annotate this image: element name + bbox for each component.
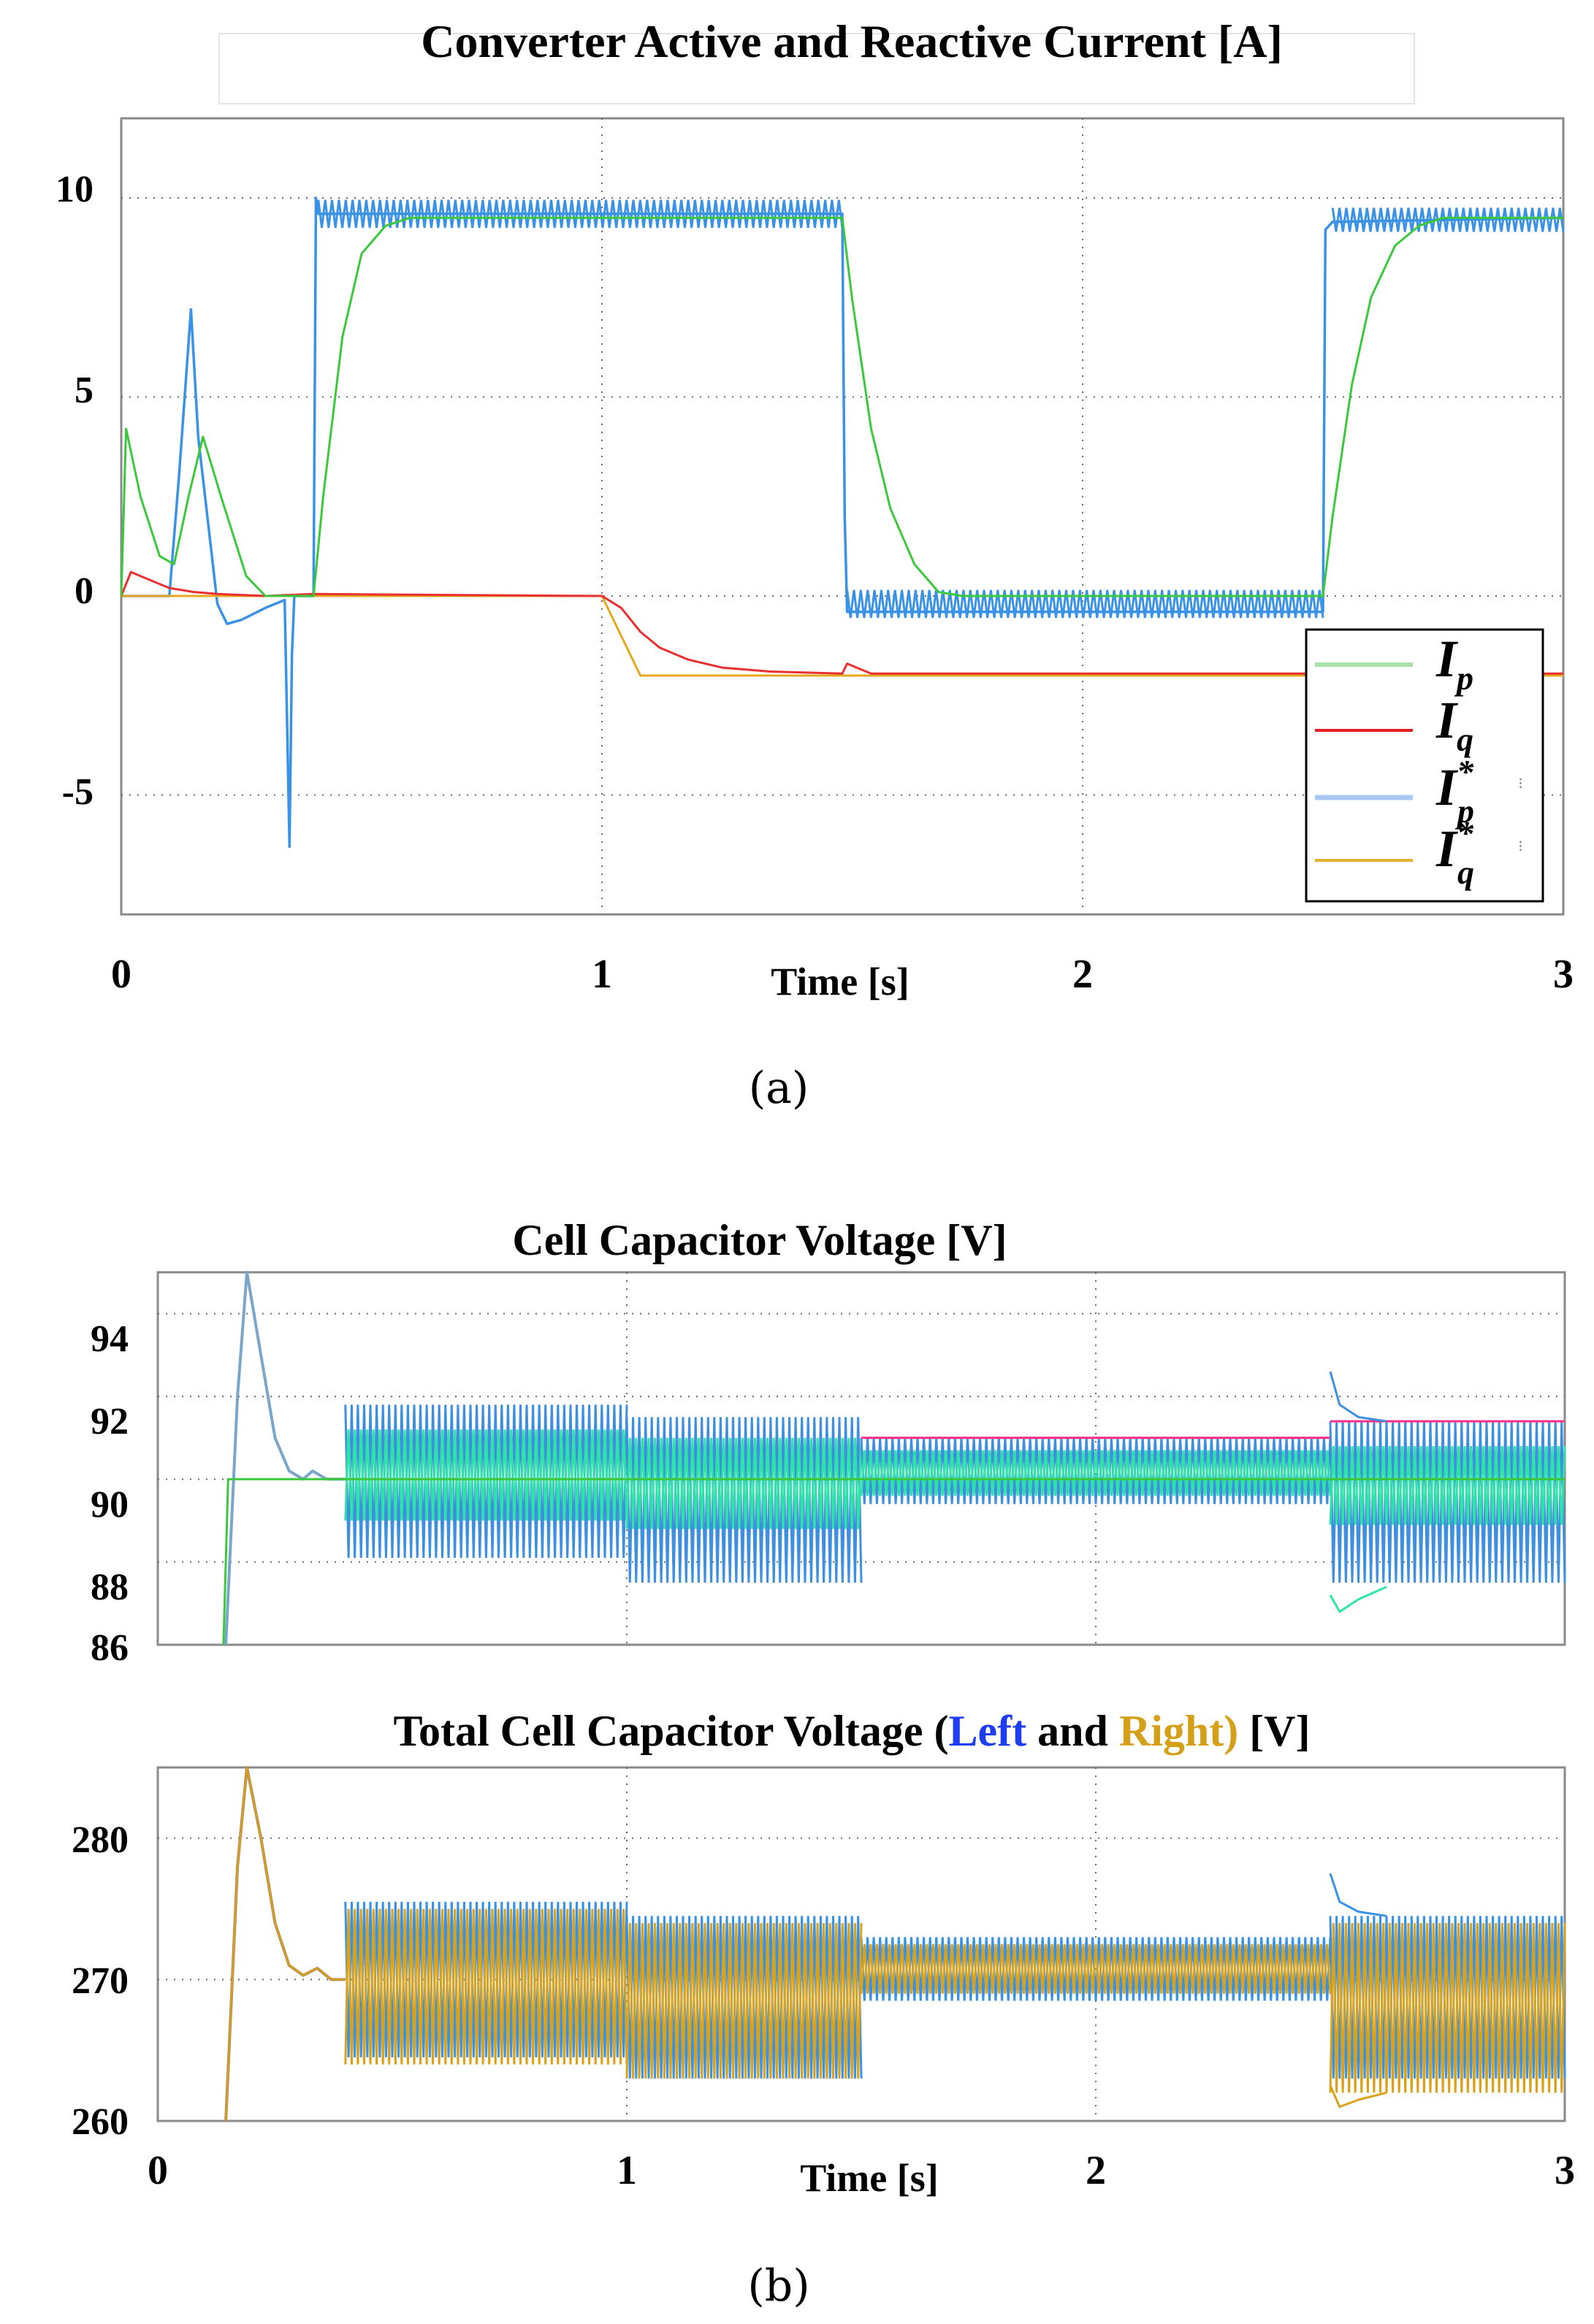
plot-b-top-y-ticks: 94 92 90 88 86 [91,1318,129,1669]
series-ripple-Ip* [1331,207,1565,232]
x-tick-label: 2 [1072,952,1093,997]
x-tick-label: 0 [111,952,131,997]
y-tick-label: 92 [91,1401,129,1442]
x-tick-label: 2 [1086,2148,1106,2193]
cell-voltage-transient-high [1329,1371,1387,1423]
panel-a: Converter Active and Reactive Current [A… [56,15,1574,1114]
series-right-transient [1329,2084,1387,2109]
chart-a-title: Converter Active and Reactive Current [A… [421,15,1283,67]
series-Ip* [121,196,1564,849]
plot-b-bottom-y-ticks: 280 270 260 [72,1819,129,2143]
series-Iq* [121,595,1563,677]
series-ripple-Ip* [846,589,1324,619]
series-right-band [860,1943,1332,1994]
series-Iq [120,570,1563,675]
y-tick-label: 280 [72,1819,129,1861]
plot-b-top-series [222,1271,1566,1645]
x-axis-label: Time [s] [800,2156,938,2200]
legend-label: Ip [1435,630,1473,697]
x-tick-label: 0 [148,2148,168,2193]
series-cell-voltage-startup [224,1271,346,1645]
chart-b-top-title: Cell Capacitor Voltage [V] [512,1216,1007,1264]
series-Ip [120,216,1563,597]
legend-box [1305,628,1544,903]
series-left-band [344,1901,628,2057]
panel-b-top: Cell Capacitor Voltage [V] 94 92 90 88 8… [91,1216,1566,1669]
legend-label: I* q [1435,814,1474,891]
x-tick-label: 3 [1555,2148,1575,2193]
y-tick-label: 10 [56,169,94,210]
x-tick-label: 1 [592,952,612,997]
title-box [218,33,1415,104]
cell-voltage-band-inner [625,1437,863,1529]
cell-voltage-band-inner [344,1429,628,1521]
legend-entry: I* p ⁝ [1315,753,1523,830]
legend-marker-dots: ⁝ [1518,837,1523,855]
x-axis-label: Time [s] [771,960,909,1004]
y-tick-label: 270 [72,1960,129,2002]
panel-b-bottom: Total Cell Capacitor Voltage (Left and R… [72,1707,1575,2312]
series-reference [222,1478,1565,1645]
legend-entry: I* q ⁝ [1315,814,1523,891]
legend: Ip Iq I* p ⁝ I* q ⁝ [1305,628,1544,903]
plot-b-bottom-x-ticks: 0 1 2 3 [148,2148,1575,2193]
y-tick-label: 94 [91,1318,129,1360]
legend-entry: Iq [1315,691,1473,758]
legend-marker-dots: ⁝ [1518,774,1523,792]
y-tick-label: 88 [91,1567,129,1608]
y-tick-label: 86 [91,1627,129,1669]
cell-voltage-band-outer [860,1437,1332,1505]
series-ripple-Ip* [317,199,844,229]
cell-voltage-band-inner [1329,1445,1566,1525]
legend-label: I* p [1435,753,1474,830]
caption-a: (a) [749,1063,809,1114]
series-right-band [1329,1922,1566,2093]
cell-voltage-transient-low [1329,1586,1387,1613]
series-right-band [344,1908,628,2065]
y-tick-label: 260 [72,2101,129,2143]
plot-b-bottom-series [224,1766,1566,2122]
plot-a-series [120,196,1565,849]
cell-voltage-band-inner [860,1450,1332,1497]
caption-b: (b) [747,2260,809,2312]
y-tick-label: 5 [75,370,94,411]
series-right-startup [225,1767,346,2122]
series-left-band [860,1937,1332,2001]
plot-a-x-ticks: 0 1 2 3 [111,952,1574,997]
y-tick-label: 90 [91,1484,129,1526]
cell-voltage-band-outer [344,1404,628,1559]
x-tick-label: 1 [617,2148,637,2193]
y-tick-label: -5 [62,771,94,813]
series-left-transient [1329,1873,1387,1917]
x-tick-label: 3 [1553,952,1574,997]
legend-label: Iq [1435,691,1473,758]
plot-a-y-ticks: 10 5 0 -5 [56,169,94,813]
y-tick-label: 0 [75,570,94,612]
chart-b-bottom-title: Total Cell Capacitor Voltage (Left and R… [393,1707,1310,1755]
series-right-band [625,1922,863,2079]
legend-entry: Ip [1315,630,1473,697]
